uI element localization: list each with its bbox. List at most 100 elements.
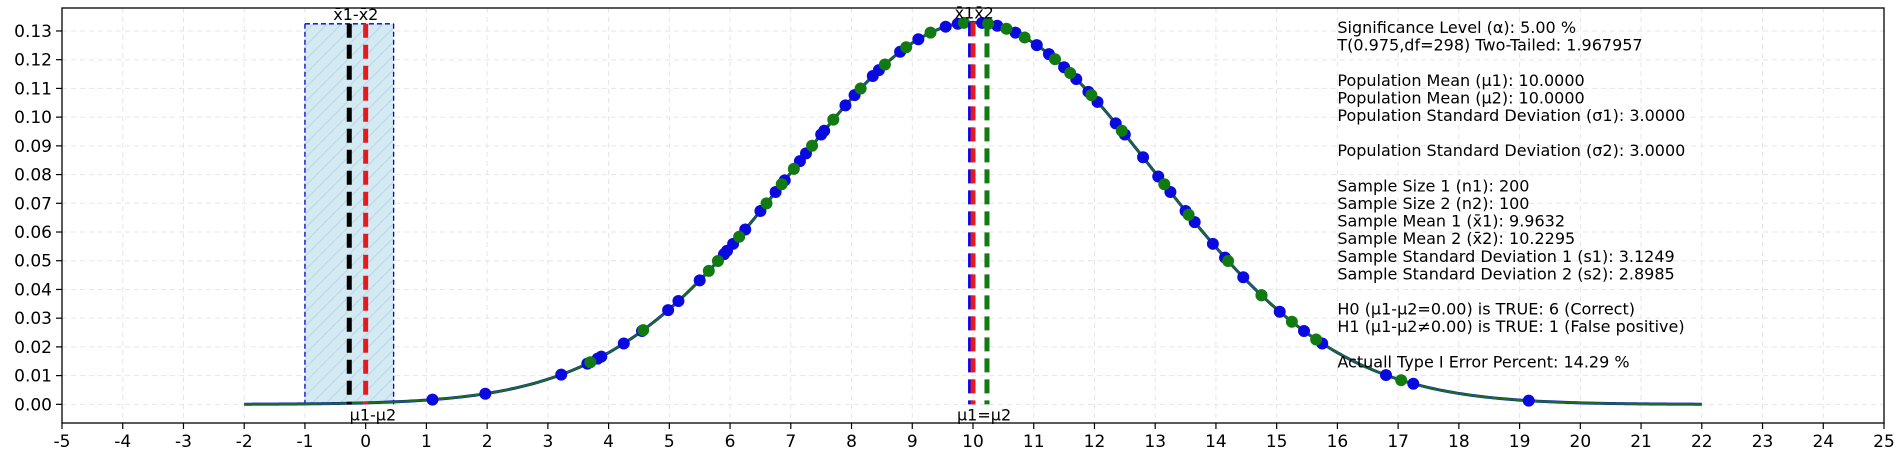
hatch-line xyxy=(304,306,394,398)
x-tick-label: -1 xyxy=(296,432,313,452)
info-line: Sample Standard Deviation 1 (s1): 3.1249 xyxy=(1337,247,1674,266)
hatch-line xyxy=(324,334,394,405)
sample2-point xyxy=(1000,22,1013,35)
sample1-point xyxy=(1522,394,1535,407)
x-tick-label: 18 xyxy=(1448,432,1470,452)
sample1-point xyxy=(1273,305,1286,318)
sample2-point xyxy=(878,58,891,71)
sample2-point xyxy=(806,139,819,152)
sample2-point xyxy=(957,16,970,29)
x-tick-label: 2 xyxy=(482,432,493,452)
sample1-point xyxy=(672,294,685,307)
sample2-point xyxy=(900,41,913,54)
y-tick-label: 0.11 xyxy=(14,79,52,99)
x-tick-label: 13 xyxy=(1144,432,1166,452)
info-line: Actuall Type I Error Percent: 14.29 % xyxy=(1337,352,1629,371)
sample2-point xyxy=(924,26,937,39)
sample2-point xyxy=(827,113,840,126)
y-tick-label: 0.08 xyxy=(14,166,52,186)
info-line: Sample Standard Deviation 2 (s2): 2.8985 xyxy=(1337,264,1674,283)
x-tick-label: 19 xyxy=(1509,432,1531,452)
x-tick-label: 17 xyxy=(1387,432,1409,452)
x-tick-label: 3 xyxy=(542,432,553,452)
hatch-line xyxy=(304,278,394,370)
hatch-line xyxy=(304,292,394,384)
sample1-point xyxy=(1407,377,1420,390)
x-tick-label: 5 xyxy=(664,432,675,452)
hatch-line xyxy=(304,138,394,230)
x-tick-label: 14 xyxy=(1205,432,1227,452)
x-tick-label: 16 xyxy=(1327,432,1349,452)
sample1-point xyxy=(426,393,439,406)
sample2-point xyxy=(1255,289,1268,302)
x-tick-label: 20 xyxy=(1570,432,1592,452)
sample2-point xyxy=(1048,53,1061,66)
sample1-point xyxy=(662,304,675,317)
sample1-point xyxy=(1009,26,1022,39)
info-line: Sample Size 2 (n2): 100 xyxy=(1337,194,1529,213)
annotation-label: μ1-μ2 xyxy=(350,405,397,424)
info-line: Population Mean (μ1): 10.0000 xyxy=(1337,71,1584,90)
sample2-point xyxy=(1115,124,1128,137)
sample1-point xyxy=(818,124,831,137)
sample1-point xyxy=(1379,369,1392,382)
x-tick-label: 0 xyxy=(360,432,371,452)
y-tick-label: 0.07 xyxy=(14,194,52,214)
info-line: Sample Mean 1 (x̄1): 9.9632 xyxy=(1337,212,1565,231)
hatch-line xyxy=(304,23,371,90)
sample1-point xyxy=(617,337,630,350)
x-tick-label: -2 xyxy=(236,432,253,452)
sample1-point xyxy=(991,19,1004,32)
y-tick-label: 0.13 xyxy=(14,22,52,42)
y-tick-label: 0.10 xyxy=(14,108,52,128)
sample1-point xyxy=(1206,237,1219,250)
sample2-point xyxy=(1182,208,1195,221)
annotation-label: x̄1-x̄2 xyxy=(333,5,378,24)
x-tick-label: 21 xyxy=(1630,432,1652,452)
hatch-line xyxy=(304,166,394,258)
sample1-point xyxy=(479,387,492,400)
sample2-point xyxy=(637,324,650,337)
sample1-point xyxy=(1237,271,1250,284)
y-tick-label: 0.09 xyxy=(14,137,52,157)
hatch-line xyxy=(304,23,385,104)
x-tick-label: 22 xyxy=(1691,432,1713,452)
x-tick-label: 24 xyxy=(1812,432,1834,452)
sample2-point xyxy=(1285,315,1298,328)
x-tick-label: -3 xyxy=(175,432,192,452)
sample2-point xyxy=(787,162,800,175)
y-tick-label: 0.04 xyxy=(14,280,52,300)
sample2-point xyxy=(1064,67,1077,80)
hatch-line xyxy=(304,194,394,286)
sample2-point xyxy=(775,178,788,191)
axes: -5 -4 -3 -2 -1 0 1 2 3 4 5 6 7 8 9 10 11 12 13 14 15 16 17 18 19… xyxy=(14,7,1895,452)
sample2-point xyxy=(733,230,746,243)
y-tick-label: 0.05 xyxy=(14,252,52,272)
info-line: T(0.975,df=298) Two-Tailed: 1.967957 xyxy=(1336,36,1642,55)
annotation-label: x̄1x̄2 xyxy=(955,3,994,22)
info-line: Sample Size 1 (n1): 200 xyxy=(1337,176,1529,195)
x-tick-label: 7 xyxy=(785,432,796,452)
sample1-point xyxy=(1297,324,1310,337)
x-tick-label: 12 xyxy=(1084,432,1106,452)
info-line: H0 (μ1-μ2=0.00) is TRUE: 6 (Correct) xyxy=(1337,300,1635,319)
info-line: Sample Mean 2 (x̄2): 10.2295 xyxy=(1337,229,1575,248)
info-line: Population Standard Deviation (σ2): 3.00… xyxy=(1337,141,1685,160)
sample2-point xyxy=(1158,178,1171,191)
x-tick-label: -4 xyxy=(114,432,131,452)
sample2-point xyxy=(711,254,724,267)
hatch-line xyxy=(304,54,394,146)
x-tick-label: 25 xyxy=(1873,432,1895,452)
info-line: Significance Level (α): 5.00 % xyxy=(1337,18,1576,37)
sample1-point xyxy=(693,274,706,287)
info-line: H1 (μ1-μ2≠0.00) is TRUE: 1 (False positi… xyxy=(1337,317,1684,336)
sample2-point xyxy=(760,197,773,210)
x-tick-label: 11 xyxy=(1023,432,1045,452)
sample2-point xyxy=(1395,374,1408,387)
annotations: x̄1-x̄2 μ1-μ2 x̄1x̄2 μ1=μ2 xyxy=(333,3,1011,424)
sample1-point xyxy=(839,99,852,112)
y-tick-label: 0.12 xyxy=(14,51,52,71)
sample1-point xyxy=(939,20,952,33)
x-tick-label: -5 xyxy=(54,432,71,452)
